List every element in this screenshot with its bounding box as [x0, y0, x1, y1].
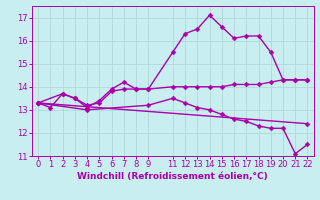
X-axis label: Windchill (Refroidissement éolien,°C): Windchill (Refroidissement éolien,°C): [77, 172, 268, 181]
